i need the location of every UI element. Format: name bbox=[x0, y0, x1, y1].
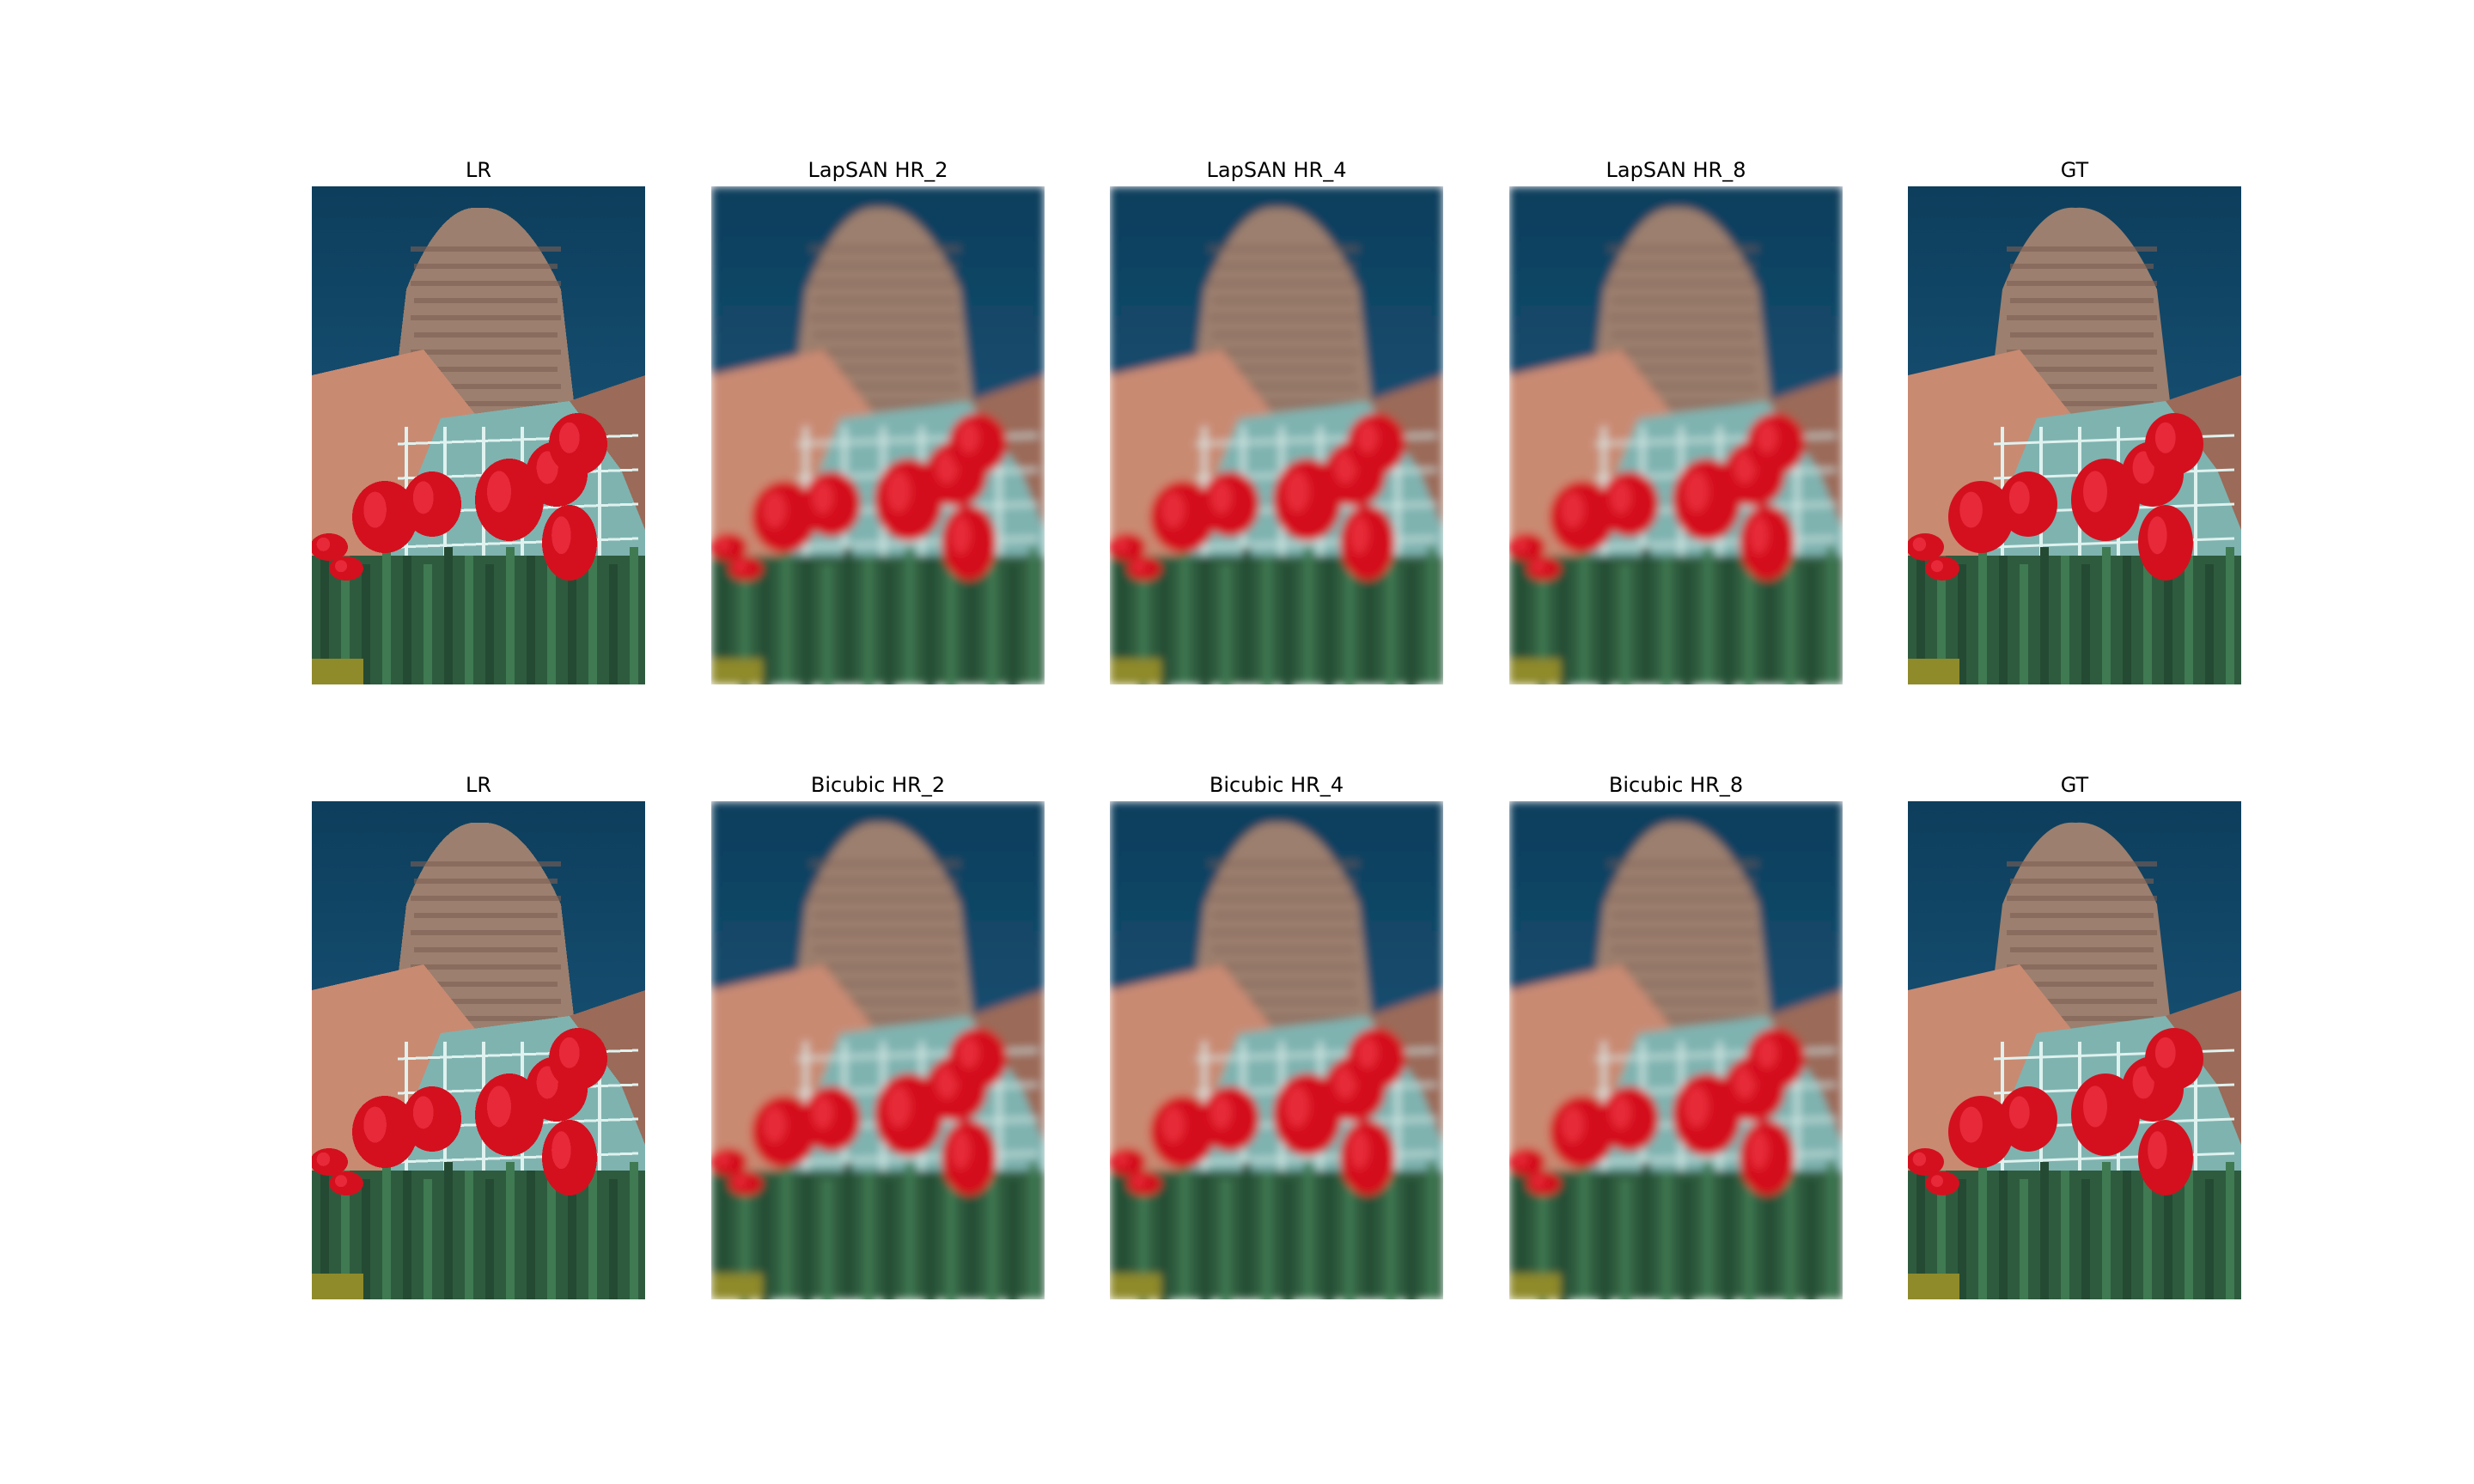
photo-building-tulips bbox=[1110, 186, 1443, 684]
panel-r1-c1: LR bbox=[312, 158, 645, 684]
panel-r2-c3: Bicubic HR_4 bbox=[1110, 773, 1443, 1299]
photo-building-tulips bbox=[1908, 186, 2241, 684]
panel-title: Bicubic HR_2 bbox=[810, 773, 946, 797]
panel-title: LR bbox=[465, 773, 492, 797]
photo-building-tulips bbox=[312, 801, 645, 1299]
panel-r2-c1: LR bbox=[312, 773, 645, 1299]
panel-r2-c4: Bicubic HR_8 bbox=[1509, 773, 1843, 1299]
panel-title: Bicubic HR_4 bbox=[1209, 773, 1344, 797]
panel-r1-c3: LapSAN HR_4 bbox=[1110, 158, 1443, 684]
panel-title: LapSAN HR_4 bbox=[1206, 158, 1347, 182]
panel-r2-c5: GT bbox=[1908, 773, 2241, 1299]
panel-title: Bicubic HR_8 bbox=[1608, 773, 1744, 797]
photo-building-tulips bbox=[312, 186, 645, 684]
panel-r1-c5: GT bbox=[1908, 158, 2241, 684]
photo-building-tulips bbox=[1908, 801, 2241, 1299]
photo-building-tulips bbox=[1509, 186, 1843, 684]
panel-title: GT bbox=[2060, 158, 2089, 182]
panel-title: GT bbox=[2060, 773, 2089, 797]
photo-building-tulips bbox=[711, 186, 1045, 684]
photo-building-tulips bbox=[1110, 801, 1443, 1299]
panel-title: LapSAN HR_8 bbox=[1606, 158, 1746, 182]
panel-r1-c4: LapSAN HR_8 bbox=[1509, 158, 1843, 684]
panel-title: LapSAN HR_2 bbox=[807, 158, 948, 182]
panel-r2-c2: Bicubic HR_2 bbox=[711, 773, 1045, 1299]
panel-r1-c2: LapSAN HR_2 bbox=[711, 158, 1045, 684]
photo-building-tulips bbox=[711, 801, 1045, 1299]
photo-building-tulips bbox=[1509, 801, 1843, 1299]
panel-title: LR bbox=[465, 158, 492, 182]
